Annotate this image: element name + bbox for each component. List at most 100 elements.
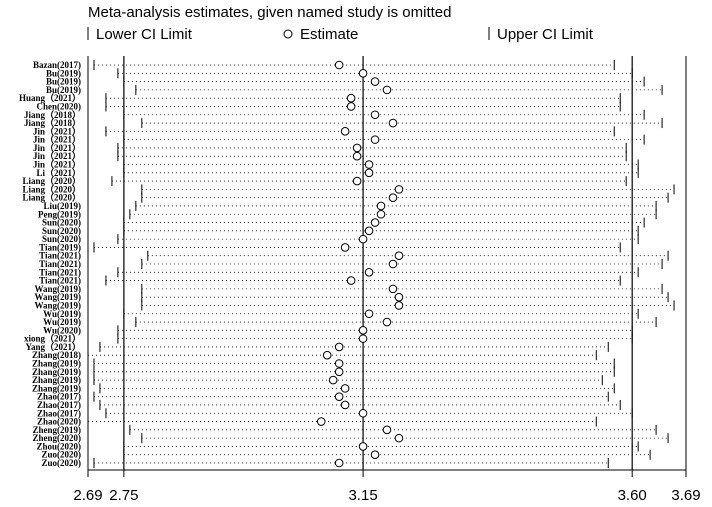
- estimate-point: [346, 276, 356, 285]
- study-row: [141, 259, 663, 269]
- study-label: Wang(2019): [34, 300, 81, 310]
- estimate-point: [370, 110, 380, 120]
- study-label: Sun(2020): [42, 234, 81, 244]
- study-label: Huang（2021）: [19, 93, 81, 103]
- estimate-point: [370, 450, 380, 460]
- estimate-point: [340, 127, 350, 136]
- study-rows: [87, 60, 675, 468]
- estimate-point: [364, 309, 374, 319]
- legend-lower-label: Lower CI Limit: [96, 26, 193, 43]
- study-row: [93, 458, 609, 468]
- study-row: [117, 68, 633, 79]
- estimate-point: [340, 243, 350, 252]
- study-label: Wu(2020): [43, 325, 81, 335]
- study-row: [123, 449, 651, 460]
- x-axis: 2.69 2.75 3.15 3.60 3.69: [73, 470, 701, 504]
- estimate-point: [394, 185, 404, 194]
- study-label: Liang（2020）: [22, 184, 81, 194]
- study-label: Zhao(2020): [37, 417, 81, 427]
- estimate-point: [358, 408, 368, 418]
- estimate-point: [388, 284, 398, 294]
- study-row: [93, 366, 615, 377]
- estimate-point: [340, 400, 350, 410]
- estimate-point: [334, 458, 344, 468]
- plot-frame: [87, 56, 687, 471]
- study-label: Sun(2020): [42, 226, 81, 236]
- study-row: [135, 84, 663, 95]
- study-row: [99, 399, 621, 410]
- study-label: Liu(2019): [43, 201, 81, 211]
- estimate-point: [358, 68, 368, 78]
- study-label: Wang(2019): [34, 292, 81, 302]
- study-row: [135, 317, 657, 328]
- estimate-point: [394, 292, 404, 302]
- reference-lines: [123, 56, 633, 470]
- study-label: Wang(2019): [34, 284, 81, 294]
- study-label: Zhang(2019): [32, 367, 81, 377]
- study-row: [123, 441, 639, 452]
- study-row: [93, 358, 615, 369]
- estimate-point: [358, 442, 368, 451]
- study-row: [123, 159, 639, 170]
- study-row: [111, 176, 627, 187]
- estimate-point: [394, 251, 404, 261]
- estimate-point: [370, 135, 380, 144]
- study-label: Jin（2021）: [33, 135, 81, 145]
- study-label: Jin（2021）: [33, 126, 81, 136]
- legend-estimate-label: Estimate: [300, 26, 358, 43]
- chart-title: Meta-analysis estimates, given named stu…: [88, 4, 452, 21]
- study-row: [129, 424, 657, 435]
- study-row: [123, 308, 639, 319]
- study-row: [93, 242, 621, 253]
- study-label: Bazan(2017): [33, 60, 81, 70]
- study-row: [93, 391, 609, 402]
- study-label: Tian(2021): [39, 267, 81, 277]
- study-label: Bu(2019): [46, 77, 81, 87]
- study-label: Yang（2021）: [25, 342, 81, 352]
- study-row: [147, 250, 669, 261]
- study-label: Jin（2021）: [33, 151, 81, 161]
- estimate-point: [370, 218, 380, 227]
- study-label: Zhao(2017): [37, 400, 81, 410]
- study-label: Jiang（2018）: [24, 118, 81, 128]
- study-row: [105, 126, 615, 137]
- estimate-point: [352, 176, 362, 186]
- study-row: [141, 292, 669, 303]
- estimate-point: [316, 417, 326, 426]
- study-row: [117, 234, 639, 245]
- study-label: Tian(2021): [39, 251, 81, 261]
- study-label: Peng(2019): [38, 209, 81, 219]
- study-label: Zheng(2020): [32, 433, 81, 443]
- study-label: Zhao(2017): [37, 392, 81, 402]
- study-row: [105, 408, 633, 419]
- estimate-point: [334, 60, 344, 70]
- estimate-point: [322, 350, 332, 360]
- study-label: Zheng(2019): [32, 425, 81, 435]
- study-label: Chen(2020): [37, 101, 82, 111]
- study-label: Tian(2021): [39, 259, 81, 269]
- study-row: [105, 101, 621, 112]
- estimate-point: [340, 384, 350, 393]
- legend: Lower CI Limit Estimate Upper CI Limit: [87, 26, 594, 43]
- estimate-point: [364, 226, 374, 236]
- study-row: [99, 383, 615, 394]
- estimate-point: [394, 433, 404, 443]
- study-row: [99, 341, 609, 352]
- study-label: Zhao(2017): [37, 408, 81, 418]
- study-row: [141, 184, 675, 195]
- study-row: [93, 375, 603, 386]
- study-row: [141, 433, 669, 444]
- study-row: [93, 60, 615, 70]
- estimate-point: [376, 209, 386, 219]
- estimate-point: [382, 425, 392, 435]
- study-label: Tian(2019): [39, 242, 81, 252]
- x-tick-label: 3.69: [671, 487, 700, 504]
- study-row: [141, 300, 675, 311]
- estimate-point: [352, 143, 362, 153]
- study-row: [117, 151, 627, 162]
- study-label: Bu(2019): [46, 68, 81, 78]
- study-row: [87, 350, 597, 361]
- study-label: Zhang(2019): [32, 375, 81, 385]
- study-labels: Bazan(2017)Bu(2019)Bu(2019)Bu(2019)Huang…: [19, 60, 81, 468]
- study-label: Zhang(2019): [32, 383, 81, 393]
